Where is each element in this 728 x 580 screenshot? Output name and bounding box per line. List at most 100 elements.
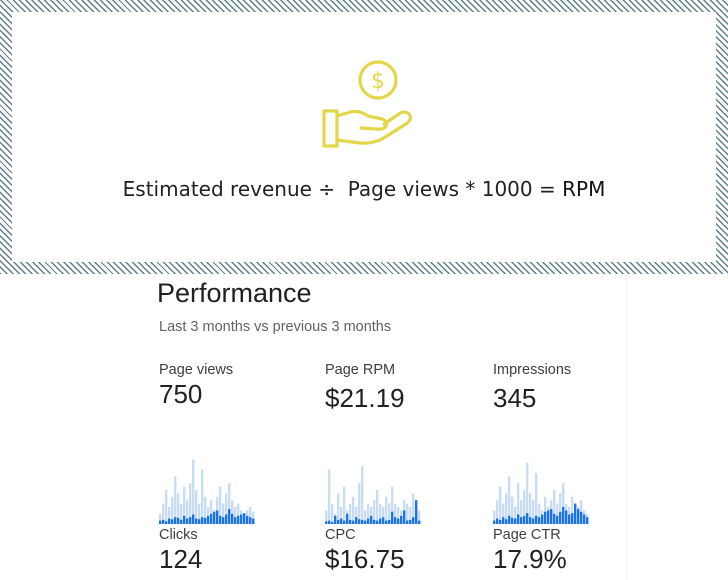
sparkline-bar-current	[201, 517, 204, 524]
sparkline-bar-previous	[373, 500, 376, 524]
sparkline-bar-previous	[210, 500, 213, 524]
sparkline-bar-current	[550, 509, 553, 524]
sparkline-bar-current	[406, 520, 409, 524]
sparkline-bar-current	[520, 517, 523, 524]
sparkline-bar-previous	[370, 507, 373, 524]
sparkline-bar-previous	[249, 507, 252, 524]
sparkline-bar-current	[376, 520, 379, 524]
sparkline-bar-current	[391, 511, 394, 524]
metric-page-rpm[interactable]: Page RPM $21.19	[325, 362, 405, 414]
sparkline-bar-previous	[376, 490, 379, 524]
sparkline-bar-previous	[571, 496, 574, 524]
sparkline-bar-current	[331, 521, 334, 524]
sparkline-bar-previous	[361, 466, 364, 524]
sparkline-bar-current	[577, 509, 580, 524]
sparkline-bar-previous	[201, 469, 204, 524]
sparkline-2	[325, 456, 421, 524]
sparkline-bar-previous	[168, 507, 171, 524]
sparkline-bar-previous	[171, 496, 174, 524]
sparkline-bar-current	[358, 519, 361, 524]
sparkline-bar-previous	[379, 503, 382, 524]
sparkline-bar-previous	[562, 483, 565, 524]
sparkline-bar-previous	[502, 503, 505, 524]
formula-part-revenue: Estimated revenue	[122, 177, 312, 201]
metric-cpc[interactable]: CPC $16.75	[325, 527, 405, 575]
sparkline-bar-current	[394, 517, 397, 524]
sparkline-bar-current	[340, 518, 343, 524]
formula-banner: $ Estimated revenue ÷ Page views * 1000 …	[0, 0, 728, 274]
sparkline-bar-current	[562, 507, 565, 524]
sparkline-bar-previous	[526, 462, 529, 524]
sparkline-bar-current	[189, 517, 192, 524]
hand-coin-icon: $	[322, 60, 413, 148]
metric-clicks[interactable]: Clicks 124	[159, 527, 202, 575]
sparkline-bar-previous	[505, 493, 508, 524]
svg-text:$: $	[371, 69, 385, 94]
metric-value: 345	[493, 383, 537, 413]
sparkline-bar-current	[412, 517, 415, 524]
sparkline-bar-previous	[382, 507, 385, 524]
sparkline-bar-current	[225, 514, 228, 524]
sparkline-bar-current	[517, 514, 520, 524]
sparkline-bar-previous	[397, 507, 400, 524]
sparkline-bar-current	[511, 517, 514, 524]
formula-factor: 1000	[481, 177, 533, 201]
sparkline-bar-previous	[418, 510, 421, 524]
sparkline-bar-previous	[237, 503, 240, 524]
metric-page-ctr[interactable]: Page CTR 17.9%	[493, 527, 567, 575]
sparkline-bar-previous	[529, 493, 532, 524]
sparkline-bar-previous	[331, 503, 334, 524]
performance-card: Performance Last 3 months vs previous 3 …	[122, 274, 627, 580]
metric-label: Clicks	[159, 527, 198, 543]
sparkline-bar-current	[252, 518, 255, 524]
sparkline-bar-current	[373, 519, 376, 524]
sparkline-bar-previous	[559, 493, 562, 524]
sparkline-bar-previous	[391, 486, 394, 524]
sparkline-bar-previous	[556, 503, 559, 524]
metric-label: Page CTR	[493, 527, 561, 543]
sparkline-bar-previous	[180, 503, 183, 524]
metric-impressions[interactable]: Impressions 345	[493, 362, 571, 414]
sparkline-bar-previous	[544, 496, 547, 524]
sparkline-bar-current	[523, 515, 526, 524]
sparkline-bar-previous	[219, 486, 222, 524]
sparkline-bar-current	[538, 517, 541, 524]
sparkline-bar-previous	[535, 473, 538, 524]
page-title: Performance	[157, 278, 312, 308]
sparkline-bar-current	[334, 515, 337, 524]
sparkline-bar-current	[183, 515, 186, 524]
sparkline-bar-previous	[532, 500, 535, 524]
sparkline-bar-current	[403, 510, 406, 524]
sparkline-bar-current	[505, 519, 508, 524]
sparkline-bar-current	[580, 511, 583, 524]
sparkline-bar-current	[198, 519, 201, 524]
sparkline-bar-current	[204, 517, 207, 524]
sparkline-bar-current	[415, 500, 418, 524]
sparkline-bar-current	[529, 517, 532, 524]
sparkline-bar-previous	[225, 493, 228, 524]
sparkline-bar-current	[397, 518, 400, 524]
sparkline-bar-current	[583, 514, 586, 524]
sparkline-bar-current	[553, 513, 556, 524]
date-range-subtitle: Last 3 months vs previous 3 months	[159, 319, 392, 335]
formula-result: RPM	[562, 177, 606, 201]
sparkline-bar-previous	[159, 513, 162, 524]
sparkline-bar-current	[174, 517, 177, 524]
sparkline-bar-current	[231, 513, 234, 524]
sparkline-bar-current	[571, 513, 574, 524]
sparkline-bar-previous	[228, 483, 231, 524]
sparkline-bar-previous	[328, 469, 331, 524]
sparkline-bar-current	[586, 517, 589, 524]
sparkline-bar-previous	[520, 500, 523, 524]
metric-label: Impressions	[493, 362, 572, 378]
sparkline-bar-previous	[367, 503, 370, 524]
sparkline-bar-previous	[493, 510, 496, 524]
sparkline-bar-current	[565, 510, 568, 524]
formula-equals-sign: =	[539, 177, 556, 201]
sparkline-bar-previous	[394, 503, 397, 524]
formula-panel: $ Estimated revenue ÷ Page views * 1000 …	[12, 12, 716, 262]
sparkline-bar-previous	[183, 486, 186, 524]
sparkline-bar-previous	[186, 500, 189, 524]
sparkline-bar-current	[541, 514, 544, 524]
metric-page-views[interactable]: Page views 750	[159, 362, 233, 410]
